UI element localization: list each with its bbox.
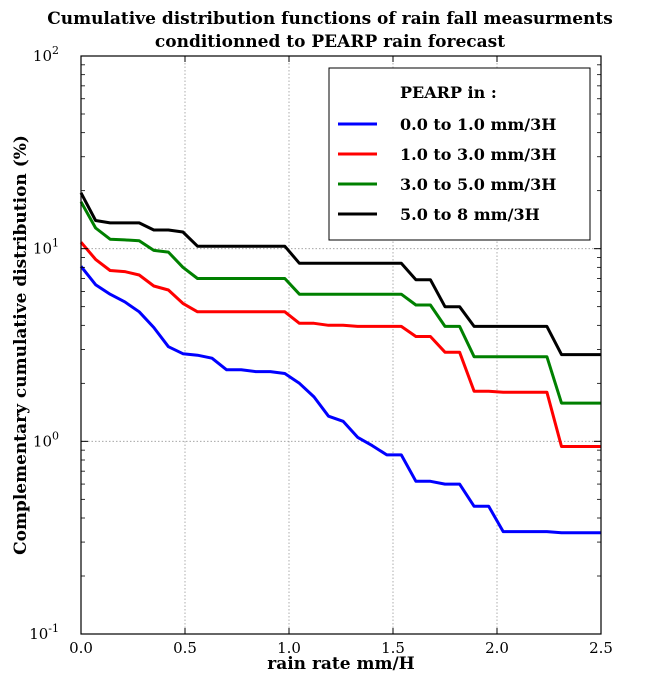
legend: PEARP in : 0.0 to 1.0 mm/3H 1.0 to 3.0 mm… (328, 67, 591, 241)
legend-label-3: 5.0 to 8 mm/3H (400, 205, 540, 224)
x-tick-label: 0.0 (69, 639, 93, 657)
series-line-2 (79, 201, 601, 405)
x-tick-label: 2.0 (485, 639, 509, 657)
series-line-1 (79, 241, 601, 448)
x-tick-label: 2.5 (589, 639, 613, 657)
plot-frame (80, 55, 602, 635)
legend-label-2: 3.0 to 5.0 mm/3H (400, 175, 556, 194)
y-axis-label: Complementary cumulative distribution (%… (11, 135, 31, 555)
x-tick-label: 1.0 (277, 639, 301, 657)
x-tick-label: 0.5 (173, 639, 197, 657)
chart-title-line-2: conditionned to PEARP rain forecast (155, 32, 505, 52)
x-tick-label: 1.5 (381, 639, 405, 657)
y-tick-label: 102 (33, 44, 59, 65)
legend-label-0: 0.0 to 1.0 mm/3H (400, 115, 556, 134)
legend-title: PEARP in : (400, 83, 497, 102)
legend-label-1: 1.0 to 3.0 mm/3H (400, 145, 556, 164)
y-tick-label: 10-1 (29, 622, 59, 643)
legend-entries: 0.0 to 1.0 mm/3H 1.0 to 3.0 mm/3H 3.0 to 5… (338, 115, 556, 224)
x-axis-label: rain rate mm/H (267, 654, 415, 674)
series-line-0 (79, 265, 601, 535)
chart-title: Cumulative distribution functions of rai… (47, 9, 613, 52)
y-tick-label: 101 (33, 237, 59, 258)
grid-lines (81, 56, 601, 634)
chart-title-line-1: Cumulative distribution functions of rai… (47, 9, 613, 29)
series-line-3 (79, 192, 601, 357)
y-tick-label: 100 (33, 429, 59, 450)
x-axis-ticks: 0.0 0.5 1.0 1.5 2.0 2.5 (69, 56, 613, 657)
series-lines (79, 192, 601, 535)
